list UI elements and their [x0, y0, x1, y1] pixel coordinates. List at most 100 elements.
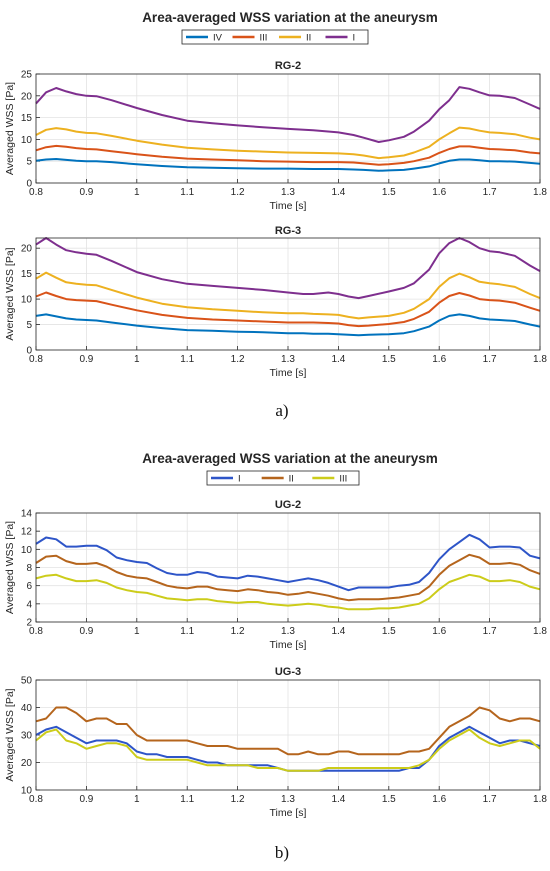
axes-frame: [35, 73, 541, 184]
axes-frame: [35, 512, 541, 623]
x-tick-label: 1: [134, 626, 140, 637]
x-tick-label: 0.9: [79, 187, 93, 198]
x-tick-label: 1.6: [432, 626, 446, 637]
panel-label-a: a): [275, 401, 288, 420]
x-tick-label: 1.5: [382, 626, 396, 637]
y-tick-label: 10: [21, 135, 33, 146]
y-tick-label: 5: [26, 157, 32, 168]
series-line-iv: [35, 313, 541, 337]
x-tick-label: 1.4: [331, 794, 345, 805]
x-tick-label: 1.8: [533, 354, 547, 365]
y-axis-label: Averaged WSS [Pa]: [4, 247, 16, 340]
series-line-iii: [35, 144, 541, 166]
x-tick-label: 1.2: [231, 354, 245, 365]
y-tick-label: 2: [26, 618, 32, 629]
y-axis-label: Averaged WSS [Pa]: [4, 521, 16, 614]
y-tick-label: 0: [26, 179, 32, 190]
x-tick-label: 0.8: [29, 354, 43, 365]
y-tick-label: 4: [26, 599, 32, 610]
series-line-ii: [35, 706, 541, 756]
x-tick-label: 0.8: [29, 626, 43, 637]
x-tick-label: 1.7: [483, 794, 497, 805]
y-tick-label: 10: [21, 295, 33, 306]
x-tick-label: 1: [134, 187, 140, 198]
chart-title: RG-3: [275, 225, 301, 237]
x-tick-label: 1.6: [432, 354, 446, 365]
x-tick-label: 1.7: [483, 354, 497, 365]
y-tick-label: 10: [21, 545, 33, 556]
y-tick-label: 8: [26, 563, 32, 574]
x-tick-label: 1.3: [281, 626, 295, 637]
x-tick-label: 1.3: [281, 354, 295, 365]
group-b-title: Area-averaged WSS variation at the aneur…: [142, 451, 438, 466]
series-line-iv: [35, 158, 541, 172]
x-tick-label: 1.1: [180, 187, 194, 198]
x-tick-label: 1.2: [231, 626, 245, 637]
x-tick-label: 1.8: [533, 794, 547, 805]
legend-label-ii: II: [306, 33, 311, 44]
x-tick-label: 1.1: [180, 794, 194, 805]
x-tick-label: 1.6: [432, 794, 446, 805]
x-tick-label: 1: [134, 354, 140, 365]
axes-frame: [35, 237, 541, 351]
x-tick-label: 1.1: [180, 354, 194, 365]
y-tick-label: 20: [21, 244, 33, 255]
x-tick-label: 1.5: [382, 794, 396, 805]
x-tick-label: 1.7: [483, 626, 497, 637]
legend-label-iv: IV: [213, 33, 223, 44]
x-tick-label: 1.8: [533, 187, 547, 198]
series-line-i: [35, 533, 541, 592]
legend-label-iii: III: [260, 33, 268, 44]
y-tick-label: 0: [26, 346, 32, 357]
series-line-ii: [35, 126, 541, 160]
legend-group-b: I II III: [206, 470, 360, 486]
x-tick-label: 0.9: [79, 794, 93, 805]
x-tick-label: 0.9: [79, 354, 93, 365]
y-tick-label: 25: [21, 70, 33, 81]
x-tick-label: 1.3: [281, 794, 295, 805]
series-line-iii: [35, 728, 541, 772]
x-tick-label: 1.2: [231, 794, 245, 805]
legend-label-iii: III: [339, 474, 347, 485]
chart-title: RG-2: [275, 60, 301, 72]
y-tick-label: 20: [21, 758, 33, 769]
x-tick-label: 1.7: [483, 187, 497, 198]
chart-title: UG-2: [275, 499, 301, 511]
x-tick-label: 1: [134, 794, 140, 805]
chart-title: UG-3: [275, 666, 301, 678]
x-axis-label: Time [s]: [270, 639, 307, 651]
y-tick-label: 12: [21, 527, 33, 538]
x-tick-label: 1.6: [432, 187, 446, 198]
x-tick-label: 1.4: [331, 354, 345, 365]
series-line-iii: [35, 291, 541, 328]
x-tick-label: 0.9: [79, 626, 93, 637]
y-tick-label: 50: [21, 676, 33, 687]
y-tick-label: 15: [21, 113, 33, 124]
x-tick-label: 1.5: [382, 187, 396, 198]
series-line-iii: [35, 573, 541, 611]
x-tick-label: 0.8: [29, 794, 43, 805]
chart-rg-2: RG-2 0.8 0.9 1 1.1 1.2 1.3 1.4 1.5 1.6 1.7 1.8 0 5 10 1…: [4, 60, 547, 212]
x-tick-label: 1.5: [382, 354, 396, 365]
x-axis-label: Time [s]: [270, 807, 307, 819]
legend-label-i: I: [353, 33, 356, 44]
axes-frame: [35, 679, 541, 791]
x-tick-label: 1.4: [331, 626, 345, 637]
series-line-i: [35, 86, 541, 143]
legend-group-a: IV III II I: [181, 29, 369, 45]
series-line-ii: [35, 553, 541, 602]
y-axis-label: Averaged WSS [Pa]: [4, 82, 16, 175]
chart-rg-3: RG-3 0.8 0.9 1 1.1 1.2 1.3 1.4 1.5 1.6 1.7 1.8 0 5 10 1…: [4, 225, 547, 379]
y-tick-label: 5: [26, 320, 32, 331]
x-axis-label: Time [s]: [270, 200, 307, 212]
y-tick-label: 20: [21, 91, 33, 102]
chart-ug-2: UG-2 0.8 0.9 1 1.1 1.2 1.3 1.4 1.5 1.6 1.7 1.8 2 4 6 8 1…: [4, 499, 547, 651]
x-tick-label: 0.8: [29, 187, 43, 198]
x-tick-label: 1.1: [180, 626, 194, 637]
x-tick-label: 1.8: [533, 626, 547, 637]
y-axis-label: Averaged WSS [Pa]: [4, 688, 16, 781]
x-tick-label: 1.3: [281, 187, 295, 198]
legend-box: [181, 29, 369, 45]
x-tick-label: 1.2: [231, 187, 245, 198]
